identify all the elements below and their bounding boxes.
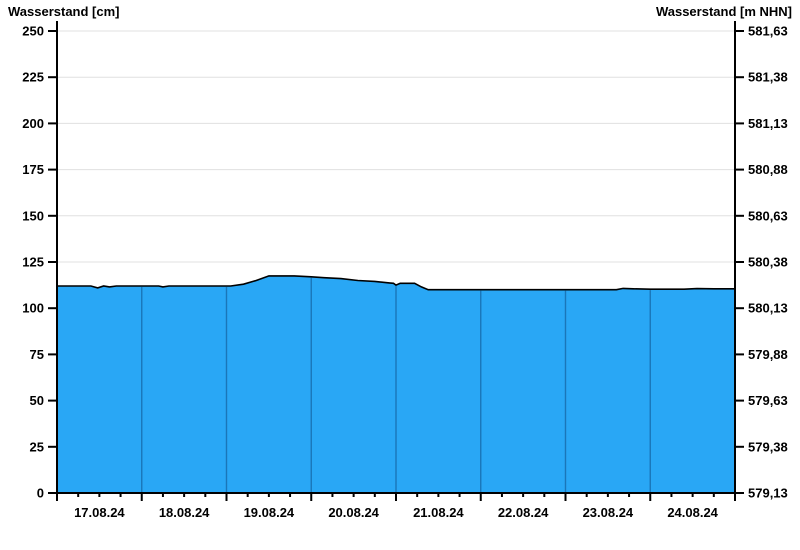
x-tick-label: 17.08.24 [74, 505, 125, 520]
right-tick-label: 580,38 [748, 255, 788, 270]
x-tick-label: 24.08.24 [667, 505, 718, 520]
left-tick-label: 125 [22, 255, 44, 270]
x-tick-label: 23.08.24 [583, 505, 634, 520]
right-tick-label: 579,63 [748, 393, 788, 408]
x-tick-label: 22.08.24 [498, 505, 549, 520]
left-tick-label: 25 [30, 439, 44, 454]
right-tick-label: 580,13 [748, 301, 788, 316]
right-tick-label: 581,13 [748, 116, 788, 131]
right-axis-title: Wasserstand [m NHN] [655, 4, 792, 19]
right-tick-label: 580,88 [748, 162, 788, 177]
left-tick-label: 100 [22, 301, 44, 316]
left-tick-label: 250 [22, 24, 44, 39]
x-tick-label: 21.08.24 [413, 505, 464, 520]
left-tick-label: 200 [22, 116, 44, 131]
left-tick-label: 225 [22, 70, 44, 85]
left-tick-label: 175 [22, 162, 44, 177]
right-tick-label: 579,13 [748, 486, 788, 501]
x-axis: 17.08.24 18.08.24 19.08.24 20.08.24 21.08.24… [56, 493, 736, 520]
right-tick-label: 579,88 [748, 347, 788, 362]
left-tick-label: 150 [22, 208, 44, 223]
right-tick-label: 579,38 [748, 439, 788, 454]
x-tick-label: 18.08.24 [159, 505, 210, 520]
x-tick-label: 20.08.24 [328, 505, 379, 520]
left-axis-title: Wasserstand [cm] [8, 4, 120, 19]
right-tick-label: 581,63 [748, 24, 788, 39]
left-tick-label: 0 [37, 486, 44, 501]
day-separator-lines [141, 277, 651, 492]
left-tick-label: 75 [30, 347, 44, 362]
x-tick-label: 19.08.24 [244, 505, 295, 520]
water-level-line [57, 275, 735, 291]
left-tick-label: 50 [30, 393, 44, 408]
right-axis: 581,63 581,38 581,13 580,88 580,63 580,38 580,… [735, 24, 788, 501]
right-tick-label: 580,63 [748, 208, 788, 223]
right-tick-label: 581,38 [748, 70, 788, 85]
